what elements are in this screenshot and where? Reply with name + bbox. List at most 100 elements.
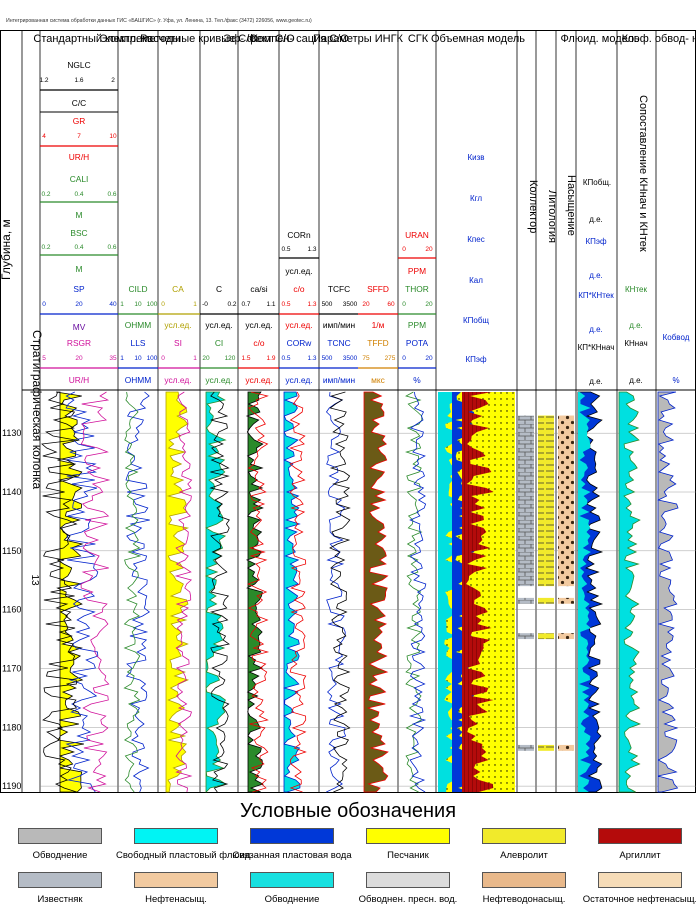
label-cild: CILD [128,284,147,294]
tick-bsc-0: 0.2 [41,244,50,251]
tick-sp-0: 0 [42,301,46,308]
saturation-interval-1 [558,421,574,587]
label-pct: % [413,375,421,385]
legend-swatch [250,872,334,888]
label-usl7: усл.ед. [285,266,312,276]
vm-labels: Кизв Кгл Кпес Кал КПобщ КПэф КПобщ. д.е.… [463,153,690,386]
tick-tcnc-1: 3500 [343,355,358,362]
collector-interval-4 [518,744,534,751]
legend-swatch [250,828,334,844]
curve-ca-fill [165,391,190,793]
label-corn: CORn [287,230,311,240]
curve-cild [123,391,142,793]
depth-tick-1140: 1140 [2,487,21,497]
label-cmp-de2: д.е. [629,376,643,385]
label-kpef: КПэф [465,355,486,364]
tick-rsgr-2: 35 [109,355,117,362]
legend-item: Аргиллит [580,828,696,861]
col-water-coef: Коэф. обвод- нения [622,33,696,45]
label-fm-de4: д.е. [589,377,603,386]
tick-corn-1: 1.3 [307,246,316,253]
lithology-interval-3 [538,633,554,640]
col-volume-model: Объемная модель [431,33,525,45]
legend-item: Остаточное нефтенасыщ. [580,872,696,905]
lithology-interval-2 [538,597,554,604]
label-usl5: усл.ед. [245,320,272,330]
label-fm-kpknnach: КП*КНнач [578,343,615,352]
curve-rsgr [80,391,111,793]
tick-casi-0: 0.7 [241,301,250,308]
legend-item: Нефтеводонасыщ. [464,872,584,905]
lithology-interval-1 [538,421,554,587]
label-m2: M [76,264,83,274]
legend-label: Обводнение [264,894,320,905]
tick-tffd-1: 275 [385,355,396,362]
label-mks: мкс [371,375,385,385]
tick-si-0: 0 [161,355,165,362]
footer-note: Интегрированная система обработки данных… [6,18,312,24]
label-fm-de1: д.е. [589,215,603,224]
fm-cyan-fill [578,392,591,792]
tick-gr-1: 7 [77,133,81,140]
tick-cali-0: 0.2 [41,191,50,198]
label-imp1: имп/мин [323,320,356,330]
legend-title: Условные обозначения [239,800,457,822]
tick-nglc-2: 2 [111,77,115,84]
depth-tick-1160: 1160 [2,605,21,615]
vm-clay-fill [462,392,494,792]
legend-swatch [366,828,450,844]
col-depth: Глубина, м [0,219,13,280]
col-saturation: Насыщение [565,175,577,236]
lithology-interval-0 [538,415,554,422]
curve-si [174,391,193,793]
curve-c [209,391,230,793]
well-log-chart: Интегрированная система обработки данных… [0,18,696,793]
depth-tick-1190: 1190 [2,781,21,791]
tick-co2-1: 1.3 [307,301,316,308]
tick-bsc-2: 0.6 [107,244,116,251]
tick-sp-1: 20 [75,301,83,308]
col-compensation: Компен- сация С/О [251,33,349,45]
tick-ci-0: 20 [202,355,210,362]
saturation-interval-3 [558,633,574,640]
lithology-interval-4 [538,744,554,751]
label-uran: URAN [405,230,429,240]
tick-cild-0: 1 [120,301,124,308]
curve-sffd-fill [363,391,389,793]
tick-si-1: 1 [193,355,197,362]
legend-label: Нефтеводонасыщ. [482,894,566,905]
label-usl8: усл.ед. [285,320,312,330]
interval-markers [518,415,574,751]
collector-interval-1 [518,421,534,587]
label-cc: C/C [72,98,86,108]
label-kob-pct: % [672,376,679,385]
column-headers: Стандартный комплекс Электр. методы Расч… [33,33,696,45]
curve-nglc [41,391,78,793]
tick-lls-0: 1 [120,355,124,362]
col-electric: Электр. методы [100,33,181,45]
legend-label: Обводнен. пресн. вод. [358,894,458,905]
tick-ci-1: 120 [225,355,236,362]
legend-item: Песчаник [348,828,468,861]
label-usl3: усл.ед. [164,375,191,385]
label-bsc: BSC [70,228,87,238]
track-dividers [21,30,696,792]
label-kntek: КНтек [625,285,647,294]
legend-label: Обводнение [32,850,88,861]
tick-sffd-1: 60 [387,301,395,308]
tick-corn-0: 0.5 [281,246,290,253]
tick-c-1: 0.2 [227,301,236,308]
label-fm-kpobsch: КПобщ. [583,178,611,187]
label-cali: CALI [70,174,89,184]
tick-co2-0: 0.5 [281,301,290,308]
tick-pota-0: 0 [402,355,406,362]
collector-interval-2 [518,597,534,604]
tick-thor-0: 0 [402,301,406,308]
label-per-m: 1/м [372,320,385,330]
tick-cali-1: 0.4 [74,191,83,198]
label-si: SI [174,338,182,348]
strat-label: 13 [29,574,40,586]
label-fm-de3: д.е. [589,325,603,334]
legend-item: Связанная пластовая вода [232,828,352,861]
label-ohmm1: OHMM [125,320,152,330]
